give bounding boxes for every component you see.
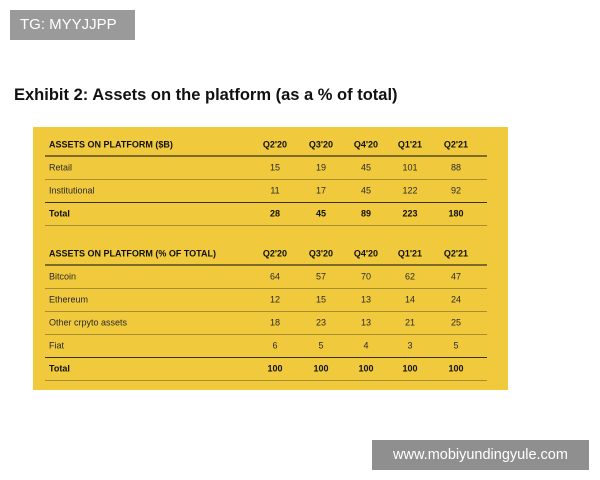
cell: Retail (49, 162, 72, 172)
cell: 122 (402, 185, 417, 195)
total-cell: Total (49, 363, 70, 373)
header-cell: Q2'21 (444, 139, 468, 149)
total-cell: 180 (448, 208, 463, 218)
title: Exhibit 2: Assets on the platform (as a … (14, 86, 398, 104)
cell: Institutional (49, 185, 95, 195)
header-cell: Q4'20 (354, 248, 378, 258)
total-cell: 89 (361, 208, 371, 218)
total-cell: 45 (316, 208, 326, 218)
total-cell: 100 (448, 363, 463, 373)
cell: 64 (270, 271, 280, 281)
cell: Other crpyto assets (49, 317, 128, 327)
header-cell: ASSETS ON PLATFORM ($B) (49, 139, 173, 149)
header-cell: Q2'20 (263, 139, 287, 149)
total-cell: Total (49, 208, 70, 218)
cell: Ethereum (49, 294, 88, 304)
cell: 23 (316, 317, 326, 327)
cell: 17 (316, 185, 326, 195)
cell: 101 (402, 162, 417, 172)
cell: 15 (270, 162, 280, 172)
cell: 11 (270, 185, 279, 195)
cell: 13 (361, 317, 371, 327)
cell: 25 (451, 317, 461, 327)
cell: 5 (318, 340, 323, 350)
header-cell: Q2'21 (444, 248, 468, 258)
total-cell: 100 (313, 363, 328, 373)
cell: 3 (407, 340, 412, 350)
cell: Fiat (49, 340, 65, 350)
header-cell: Q2'20 (263, 248, 287, 258)
cell: 12 (270, 294, 280, 304)
header-cell: Q1'21 (398, 248, 422, 258)
cell: 21 (405, 317, 415, 327)
badge: TG: MYYJJPP (10, 10, 135, 40)
header-cell: ASSETS ON PLATFORM (% OF TOTAL) (49, 248, 216, 258)
cell: Bitcoin (49, 271, 76, 281)
cell: 14 (405, 294, 415, 304)
cell: 19 (316, 162, 326, 172)
cell: 70 (361, 271, 371, 281)
cell: 57 (316, 271, 326, 281)
cell: 4 (363, 340, 368, 350)
cell: 45 (361, 162, 371, 172)
cell: 13 (361, 294, 371, 304)
header-cell: Q3'20 (309, 248, 333, 258)
cell: 88 (451, 162, 461, 172)
watermark: www.mobiyundingyule.com (372, 440, 589, 470)
cell: 18 (270, 317, 280, 327)
cell: 6 (272, 340, 277, 350)
cell: 15 (316, 294, 326, 304)
header-cell: Q1'21 (398, 139, 422, 149)
total-cell: 100 (267, 363, 282, 373)
total-cell: 28 (270, 208, 280, 218)
cell: 47 (451, 271, 461, 281)
total-cell: 100 (358, 363, 373, 373)
cell: 24 (451, 294, 461, 304)
cell: 45 (361, 185, 371, 195)
cell: 92 (451, 185, 461, 195)
total-cell: 100 (402, 363, 417, 373)
header-cell: Q3'20 (309, 139, 333, 149)
table-panel (33, 127, 508, 390)
cell: 5 (453, 340, 458, 350)
total-cell: 223 (402, 208, 417, 218)
header-cell: Q4'20 (354, 139, 378, 149)
cell: 62 (405, 271, 415, 281)
